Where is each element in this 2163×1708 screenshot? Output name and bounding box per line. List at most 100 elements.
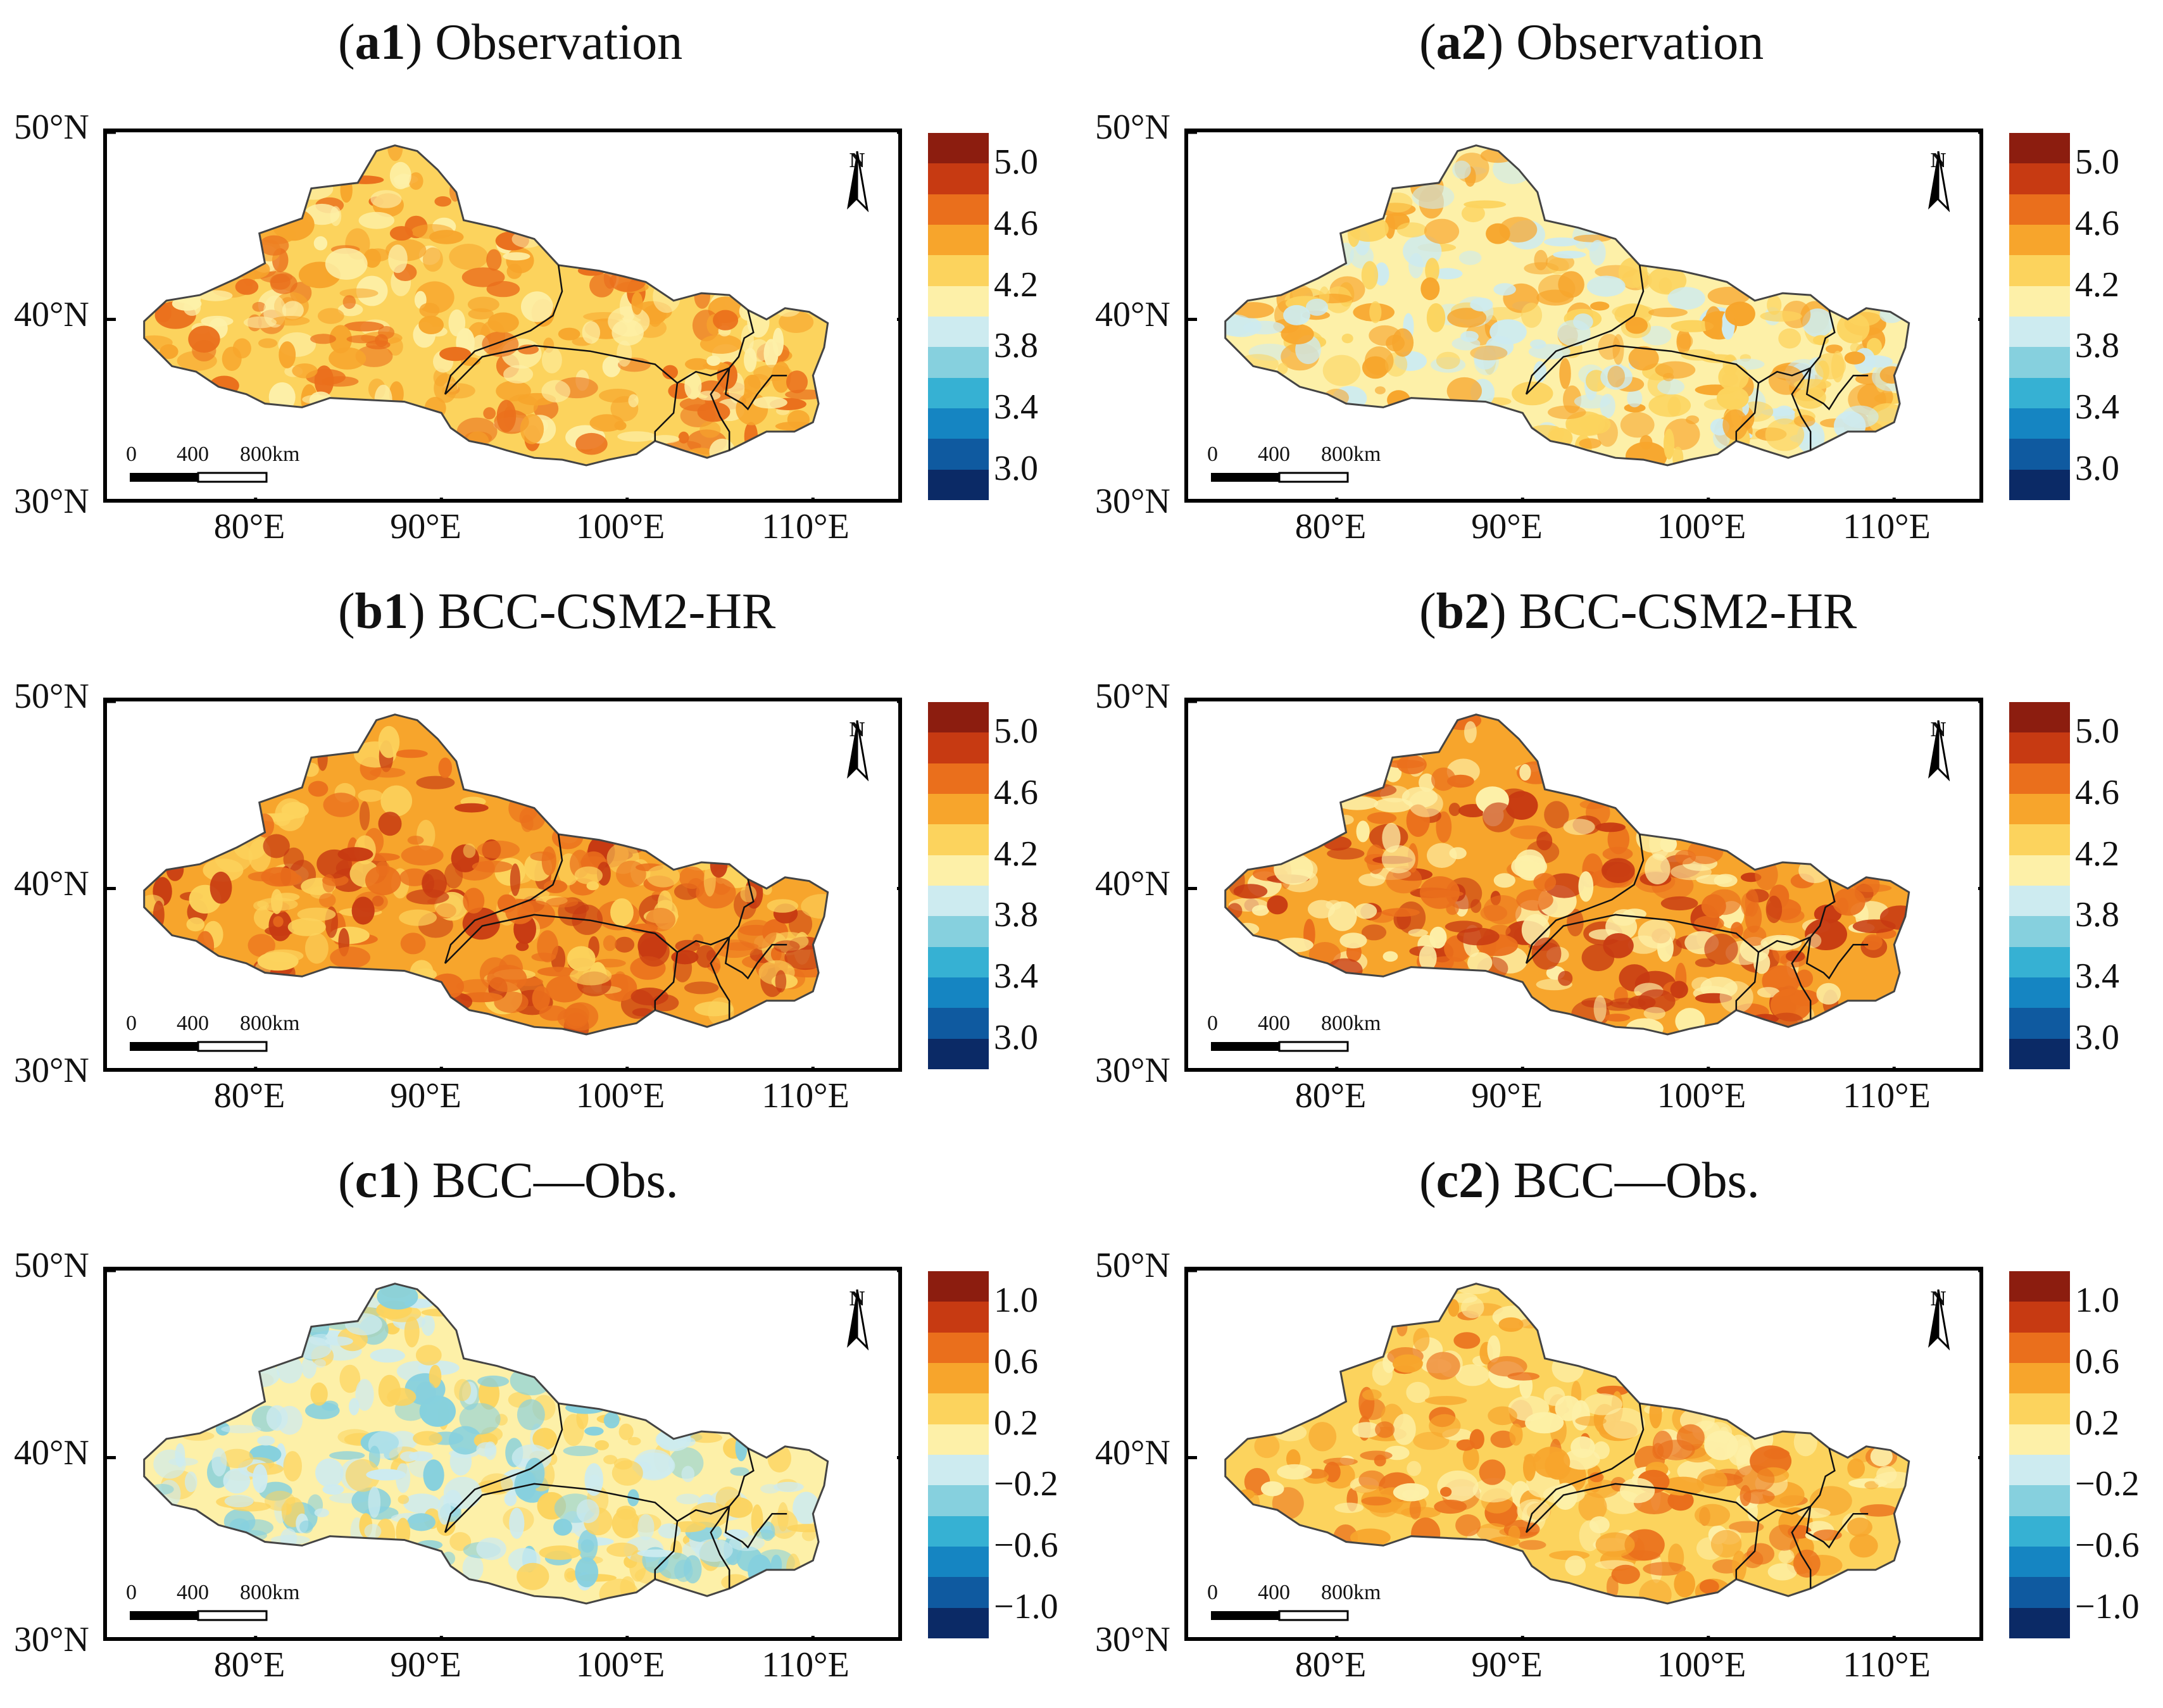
field-patch bbox=[408, 1451, 433, 1461]
field-patch bbox=[713, 310, 739, 330]
colorbar-tick-label: 0.2 bbox=[2075, 1403, 2119, 1443]
field-patch bbox=[1525, 1412, 1564, 1434]
field-patch bbox=[1645, 853, 1671, 884]
field-patch bbox=[1470, 899, 1482, 914]
field-patch bbox=[668, 1447, 704, 1479]
field-patch bbox=[630, 988, 668, 1006]
colorbar-swatch bbox=[2009, 1363, 2070, 1394]
lon-label: 110°E bbox=[762, 1645, 850, 1685]
field-patch bbox=[582, 321, 601, 344]
region-map bbox=[107, 701, 898, 1068]
field-patch bbox=[510, 863, 521, 896]
colorbar-swatch bbox=[2009, 1485, 2070, 1517]
colorbar-swatch bbox=[928, 194, 989, 225]
field-patch bbox=[1354, 1485, 1385, 1494]
scale-bar: 0 400 800km bbox=[1207, 1581, 1381, 1631]
colorbar-tick-label: 3.8 bbox=[994, 326, 1038, 366]
field-patch bbox=[1767, 1563, 1797, 1581]
field-patch bbox=[1393, 1414, 1416, 1445]
colorbar-swatch bbox=[928, 1455, 989, 1486]
field-patch bbox=[1433, 268, 1463, 280]
field-patch bbox=[1777, 908, 1805, 924]
map-panel-a2: (a2) Observation N 0 400 800km 50°N 40°N 30°N 80… bbox=[1081, 0, 2162, 569]
north-arrow-icon: N bbox=[838, 149, 876, 212]
field-patch bbox=[1638, 919, 1676, 949]
field-patch bbox=[1361, 261, 1379, 290]
province-boundary bbox=[1525, 834, 1645, 964]
province-boundary bbox=[1758, 879, 1836, 953]
field-patch bbox=[1243, 320, 1285, 335]
field-patch bbox=[564, 1567, 576, 1583]
field-patch bbox=[1461, 204, 1485, 223]
field-patch bbox=[646, 908, 675, 932]
field-patch bbox=[1816, 983, 1841, 1005]
field-patch bbox=[1769, 1524, 1799, 1551]
field-patch bbox=[1578, 871, 1594, 902]
colorbar bbox=[2009, 133, 2070, 501]
lon-label: 80°E bbox=[213, 507, 285, 546]
scale-label: 400 bbox=[177, 1012, 209, 1035]
lon-label: 100°E bbox=[575, 1076, 665, 1115]
field-patch bbox=[1369, 301, 1382, 323]
field-patch bbox=[477, 840, 520, 859]
field-patch bbox=[263, 949, 304, 963]
field-patch bbox=[443, 1476, 482, 1509]
field-patch bbox=[1589, 1472, 1604, 1483]
field-patch bbox=[1339, 932, 1367, 949]
field-patch bbox=[416, 776, 455, 789]
colorbar-swatch bbox=[2009, 702, 2070, 733]
field-patch bbox=[297, 907, 336, 922]
field-patch bbox=[1470, 345, 1508, 361]
colorbar-swatch bbox=[928, 794, 989, 825]
field-patch bbox=[1559, 358, 1571, 389]
field-patch bbox=[368, 1486, 381, 1518]
field-patch bbox=[378, 725, 400, 758]
field-patch bbox=[1579, 438, 1602, 449]
field-patch bbox=[638, 936, 670, 967]
field-patch bbox=[684, 981, 719, 995]
scale-label: 800km bbox=[1321, 1581, 1381, 1604]
scale-label: 0 bbox=[126, 1012, 137, 1035]
colorbar-swatch bbox=[2009, 225, 2070, 256]
field-patch bbox=[617, 340, 632, 367]
field-patch bbox=[198, 290, 233, 301]
field-patch bbox=[221, 1424, 261, 1434]
colorbar-swatch bbox=[2009, 469, 2070, 501]
field-patch bbox=[377, 1283, 418, 1310]
field-patch bbox=[462, 907, 500, 940]
field-patch bbox=[1691, 977, 1712, 992]
field-patch bbox=[1534, 249, 1548, 270]
colorbar-swatch bbox=[928, 886, 989, 917]
field-patch bbox=[774, 940, 800, 953]
province-boundary bbox=[1805, 1506, 1869, 1549]
colorbar-swatch bbox=[2009, 794, 2070, 825]
field-patch bbox=[1778, 1548, 1795, 1564]
field-patch bbox=[1489, 319, 1527, 345]
colorbar-swatch bbox=[928, 255, 989, 287]
field-patch bbox=[517, 344, 539, 355]
field-patch bbox=[1512, 381, 1553, 406]
field-patch bbox=[1308, 1422, 1337, 1452]
field-patch bbox=[273, 916, 284, 927]
map-frame: N 0 400 800km bbox=[103, 129, 902, 503]
field-patch bbox=[1589, 1516, 1610, 1534]
colorbar-swatch bbox=[928, 133, 989, 164]
province-boundary bbox=[1758, 310, 1836, 384]
lat-label: 30°N bbox=[14, 1051, 89, 1090]
field-patch bbox=[1740, 1485, 1752, 1507]
colorbar-swatch bbox=[928, 347, 989, 379]
field-patch bbox=[1392, 328, 1414, 357]
field-patch bbox=[565, 1003, 589, 1027]
lon-label: 90°E bbox=[390, 1076, 461, 1115]
colorbar-tick-label: 3.4 bbox=[2075, 957, 2119, 996]
field-patch bbox=[1460, 1297, 1484, 1319]
north-arrow-icon: N bbox=[838, 1287, 876, 1350]
field-patch bbox=[1743, 926, 1767, 946]
field-patch bbox=[1836, 313, 1870, 344]
colorbar-tick-label: −1.0 bbox=[2075, 1586, 2140, 1626]
field-patch bbox=[1374, 1454, 1386, 1467]
field-patch bbox=[454, 1379, 472, 1402]
field-patch bbox=[1518, 1540, 1546, 1550]
field-patch bbox=[1426, 1352, 1460, 1380]
field-patch bbox=[1375, 1421, 1395, 1438]
